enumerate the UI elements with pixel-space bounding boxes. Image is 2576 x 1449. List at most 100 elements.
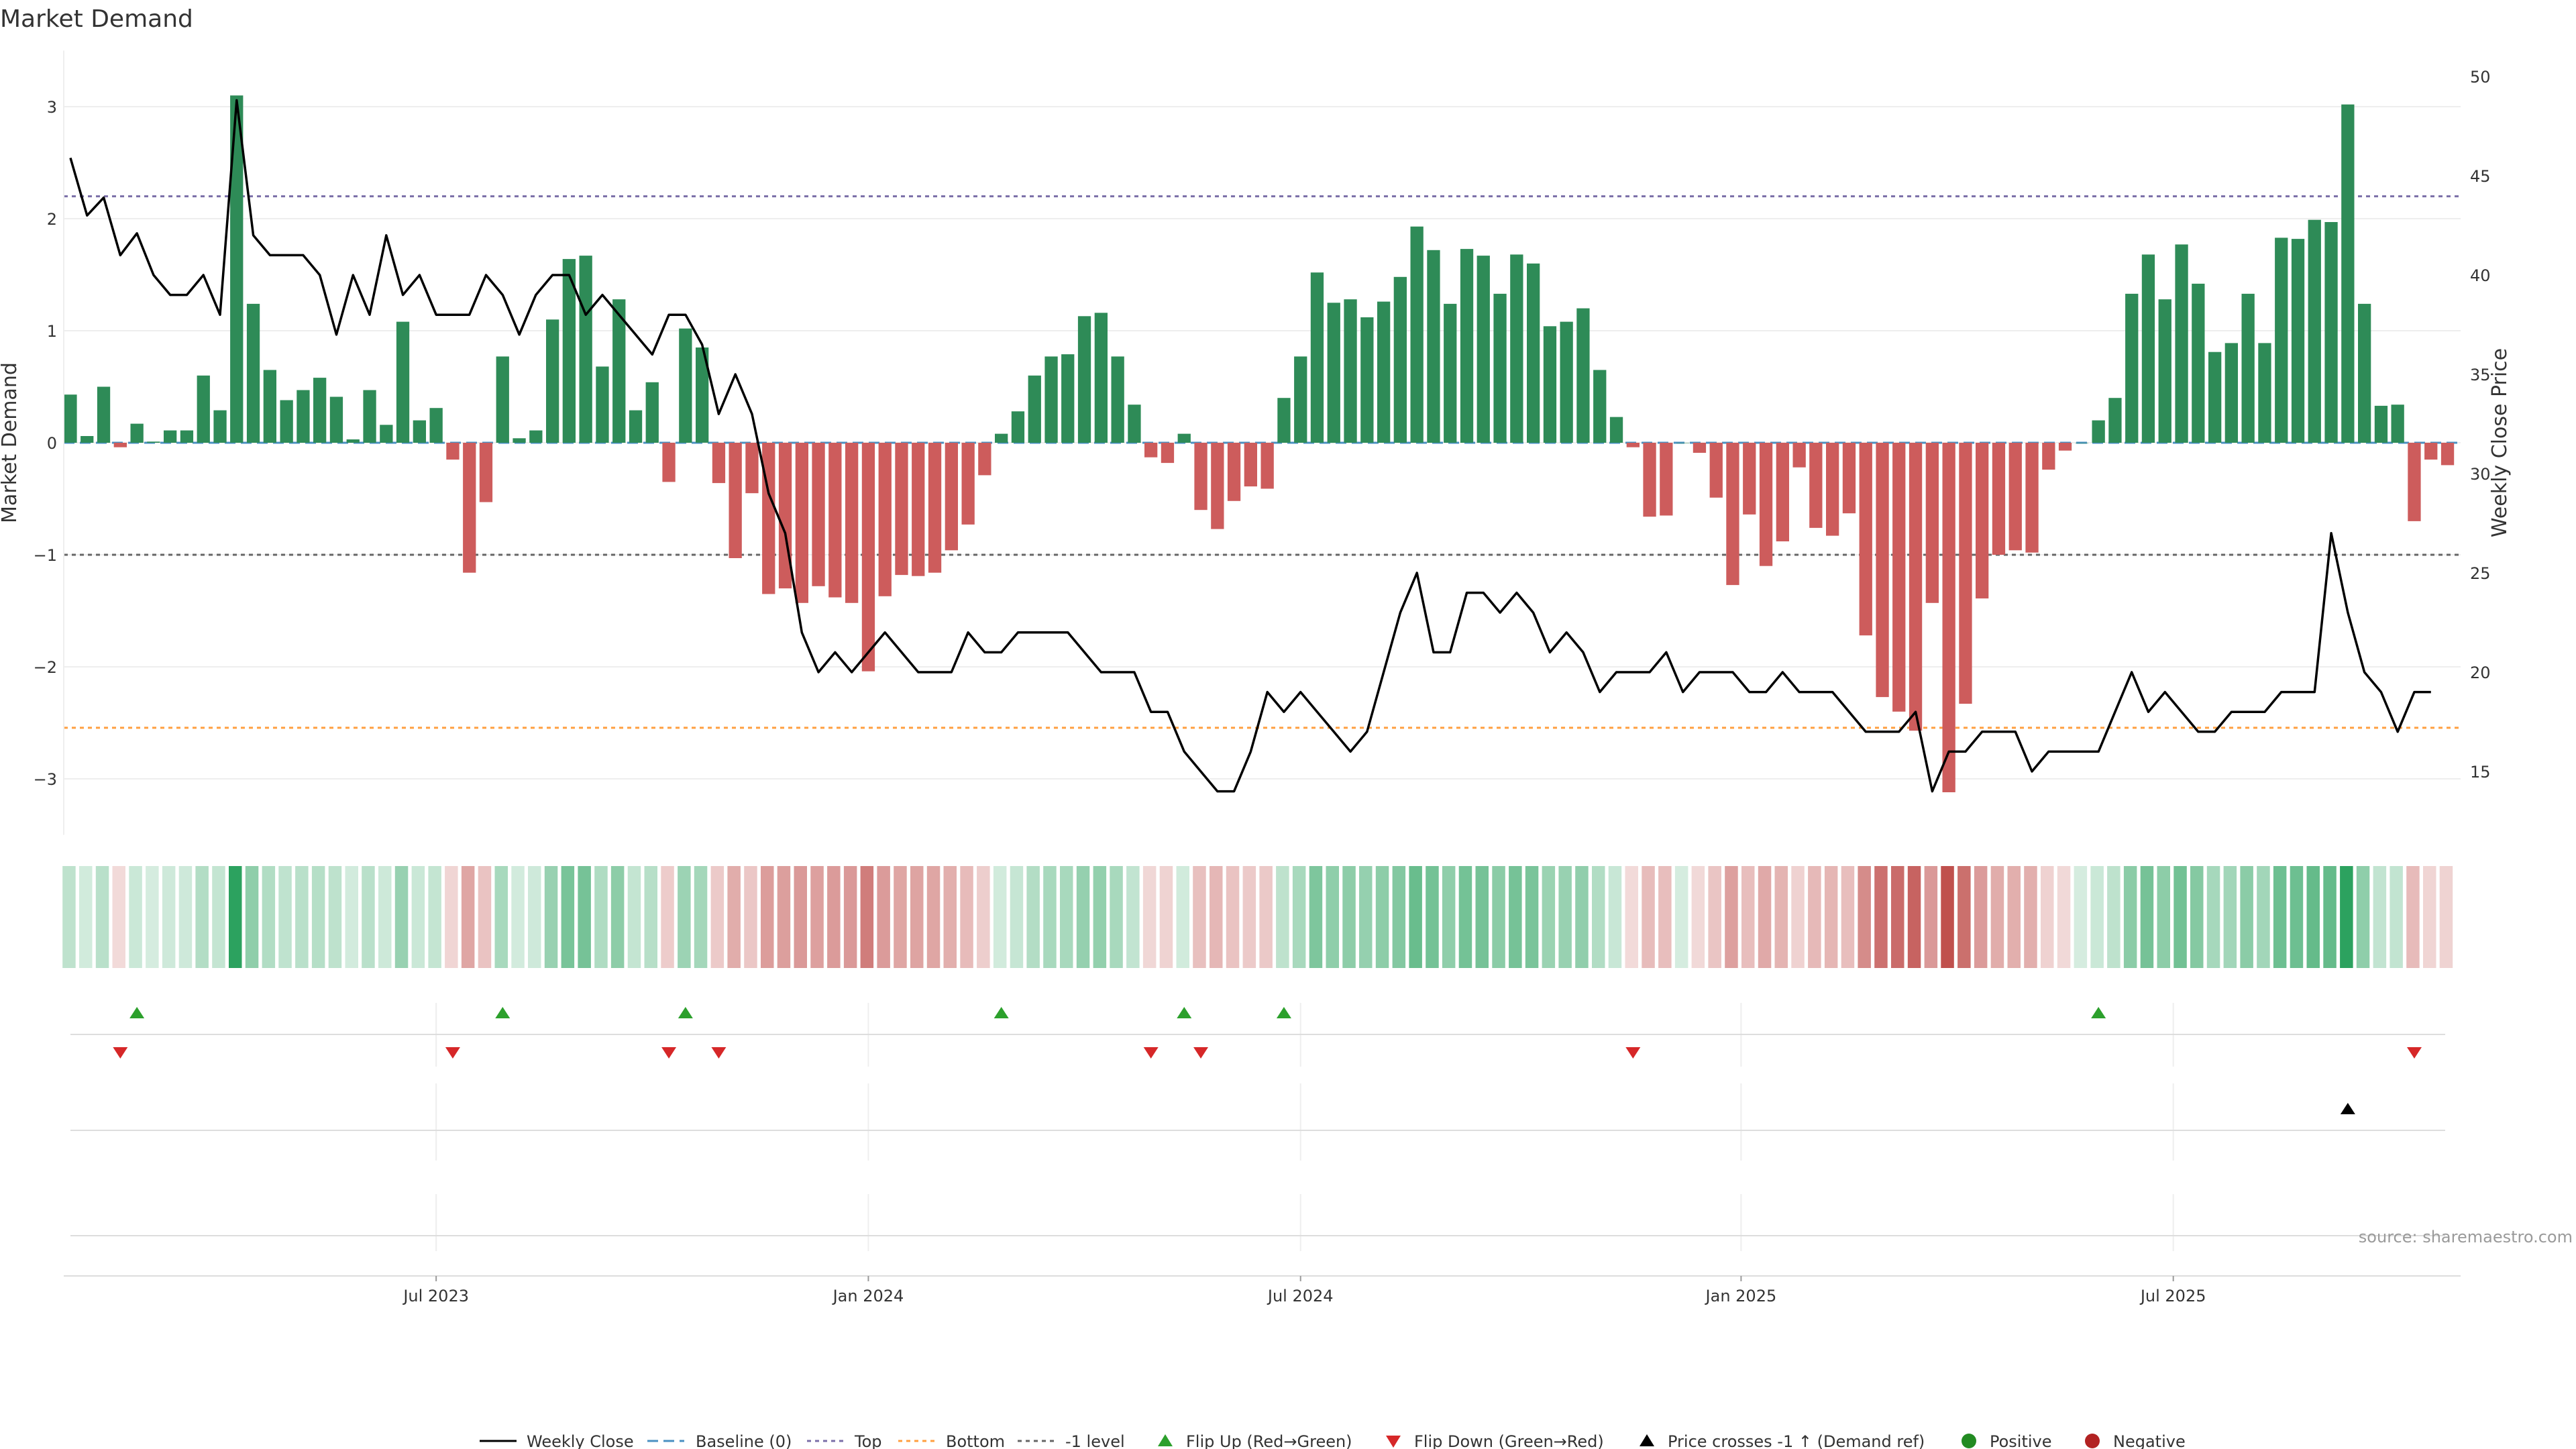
demand-bar bbox=[97, 386, 111, 443]
demand-bar bbox=[1360, 317, 1374, 443]
heat-cell bbox=[661, 866, 674, 968]
demand-bar bbox=[2324, 222, 2338, 443]
heat-cell bbox=[1176, 866, 1189, 968]
heat-cell bbox=[877, 866, 890, 968]
heat-cell bbox=[1741, 866, 1755, 968]
heat-cell bbox=[95, 866, 109, 968]
demand-bar bbox=[828, 443, 842, 598]
heat-cell bbox=[1691, 866, 1705, 968]
price-series bbox=[69, 99, 2431, 793]
left-tick-label: −2 bbox=[34, 658, 57, 677]
heat-cell bbox=[993, 866, 1007, 968]
demand-bar bbox=[2424, 443, 2438, 460]
heat-cell bbox=[1276, 866, 1289, 968]
heat-cell bbox=[2439, 866, 2453, 968]
demand-bar bbox=[662, 443, 676, 482]
heat-cell bbox=[494, 866, 508, 968]
demand-bar bbox=[1211, 443, 1224, 529]
heat-cell bbox=[578, 866, 591, 968]
demand-bar bbox=[961, 443, 975, 525]
heat-cell bbox=[328, 866, 342, 968]
heat-cell bbox=[1259, 866, 1273, 968]
right-tick-label: 20 bbox=[2470, 663, 2491, 682]
heat-cell bbox=[1193, 866, 1206, 968]
demand-bar bbox=[2192, 283, 2205, 443]
demand-bar bbox=[197, 375, 210, 443]
heat-cell bbox=[1142, 866, 1157, 968]
demand-bar bbox=[1976, 443, 1989, 599]
heat-cell bbox=[678, 866, 691, 968]
demand-bar bbox=[1859, 443, 1872, 636]
demand-bar bbox=[895, 443, 908, 576]
demand-bar bbox=[1759, 443, 1773, 566]
heat-cell bbox=[445, 866, 458, 968]
demand-bar bbox=[529, 430, 543, 443]
demand-bar bbox=[1194, 443, 1208, 511]
heat-cell bbox=[2373, 866, 2387, 968]
flip-up-marker bbox=[1276, 1007, 1291, 1018]
demand-bar bbox=[280, 400, 293, 443]
demand-bar bbox=[2224, 343, 2238, 443]
flip-up-marker bbox=[2091, 1007, 2106, 1018]
demand-bar bbox=[446, 443, 460, 460]
demand-bar bbox=[1144, 443, 1158, 458]
demand-bar bbox=[2158, 299, 2171, 443]
heat-cell bbox=[229, 866, 242, 968]
flip-up-marker bbox=[1177, 1007, 1192, 1018]
flip-event-panels bbox=[70, 1007, 2445, 1236]
legend-swatch bbox=[2085, 1434, 2100, 1448]
demand-bar bbox=[1344, 299, 1357, 443]
demand-bar bbox=[1327, 303, 1340, 443]
demand-bar bbox=[1826, 443, 1839, 536]
heat-cell bbox=[1043, 866, 1057, 968]
heat-cell bbox=[1292, 866, 1306, 968]
demand-bar bbox=[2275, 237, 2288, 443]
demand-bar bbox=[1028, 375, 1041, 443]
heat-cell bbox=[1375, 866, 1389, 968]
heat-cell bbox=[843, 866, 857, 968]
demand-bar bbox=[596, 366, 609, 443]
demand-bar bbox=[1925, 443, 1939, 603]
demand-bar bbox=[1444, 303, 1457, 443]
heat-cell bbox=[2290, 866, 2304, 968]
heat-cell bbox=[2340, 866, 2353, 968]
heat-cell bbox=[1226, 866, 1240, 968]
demand-bar bbox=[795, 443, 808, 603]
heat-cell bbox=[2356, 866, 2370, 968]
heat-cell bbox=[860, 866, 874, 968]
heat-cell bbox=[162, 866, 176, 968]
demand-bar bbox=[729, 443, 742, 558]
heat-cell bbox=[1442, 866, 1456, 968]
heat-cell bbox=[2107, 866, 2121, 968]
demand-bar bbox=[679, 328, 692, 443]
heat-cell bbox=[1458, 866, 1472, 968]
legend-label: Bottom bbox=[946, 1432, 1005, 1449]
heat-cell bbox=[960, 866, 973, 968]
demand-bar bbox=[2374, 405, 2388, 443]
heat-cell bbox=[2423, 866, 2436, 968]
right-tick-label: 50 bbox=[2470, 68, 2491, 87]
heat-cell bbox=[345, 866, 358, 968]
heat-cell bbox=[362, 866, 375, 968]
heat-cell bbox=[2007, 866, 2021, 968]
heat-cell bbox=[1941, 866, 1954, 968]
heat-cell bbox=[1475, 866, 1489, 968]
demand-bar bbox=[1044, 356, 1058, 443]
legend-label: Price crosses -1 ↑ (Demand ref) bbox=[1668, 1432, 1925, 1449]
demand-bar bbox=[1609, 417, 1623, 443]
heat-cell bbox=[62, 866, 76, 968]
heat-cell bbox=[2240, 866, 2253, 968]
demand-bar bbox=[845, 443, 859, 603]
demand-bar bbox=[2175, 244, 2188, 443]
heat-cell bbox=[278, 866, 292, 968]
heat-cell bbox=[2024, 866, 2037, 968]
heat-cell bbox=[1658, 866, 1672, 968]
demand-bar bbox=[246, 303, 260, 443]
demand-bar bbox=[1709, 443, 1723, 498]
demand-bar bbox=[463, 443, 476, 573]
heat-cell bbox=[777, 866, 791, 968]
demand-bar bbox=[762, 443, 775, 594]
flip-down-marker bbox=[711, 1047, 727, 1059]
heat-cell bbox=[461, 866, 475, 968]
demand-bar bbox=[1560, 321, 1573, 443]
